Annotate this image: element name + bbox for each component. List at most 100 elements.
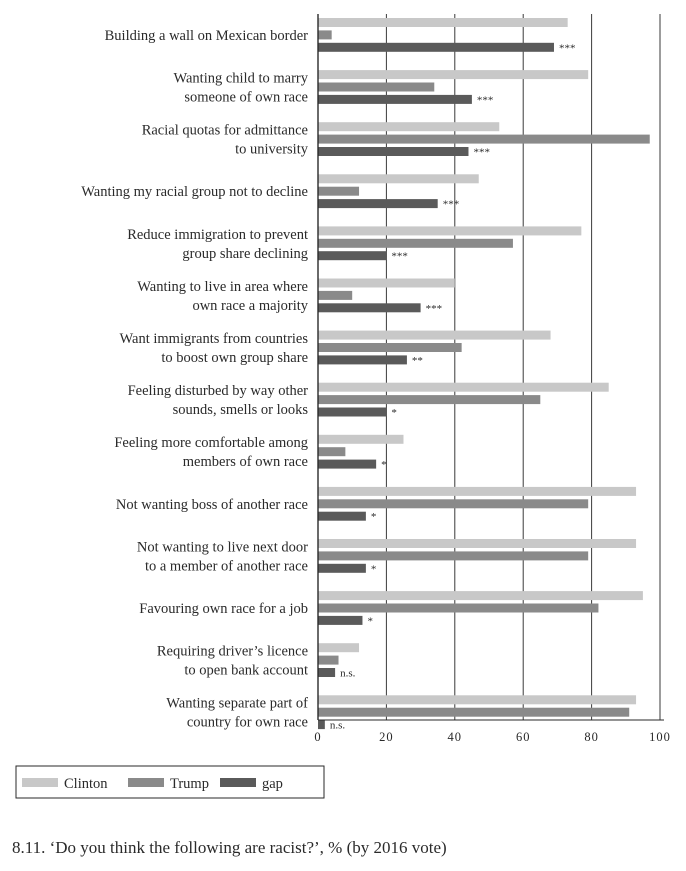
bar-trump bbox=[318, 238, 513, 248]
category-labels: Building a wall on Mexican border Wanting… bbox=[81, 28, 309, 731]
legend-swatch-clinton bbox=[22, 778, 58, 787]
category-label: to boost own group share bbox=[161, 350, 308, 366]
bar-trump bbox=[318, 551, 589, 561]
category-label: Feeling disturbed by way other bbox=[128, 383, 309, 399]
bar-trump bbox=[318, 655, 339, 665]
bar-clinton bbox=[318, 695, 637, 705]
chart: *************************n.s.n.s. Buildi… bbox=[15, 14, 671, 799]
category-label: Wanting child to marry bbox=[173, 71, 308, 87]
bar-gap bbox=[318, 251, 387, 261]
category-label: Building a wall on Mexican border bbox=[105, 28, 309, 44]
category-label: Wanting to live in area where bbox=[137, 279, 308, 295]
bar-gap bbox=[318, 668, 336, 677]
category-label: someone of own race bbox=[184, 90, 308, 106]
category-label: Not wanting to live next door bbox=[137, 539, 308, 555]
bar-clinton bbox=[318, 486, 637, 496]
legend-label-trump: Trump bbox=[170, 776, 209, 792]
x-tick-label: 100 bbox=[649, 730, 671, 744]
bars: *************************n.s.n.s. bbox=[318, 18, 650, 732]
bar-gap bbox=[318, 459, 377, 469]
legend-swatch-gap bbox=[220, 778, 256, 787]
category-label: Racial quotas for admittance bbox=[142, 123, 308, 139]
bar-clinton bbox=[318, 643, 360, 653]
bar-trump bbox=[318, 343, 462, 352]
bar-clinton bbox=[318, 174, 479, 184]
bar-trump bbox=[318, 290, 353, 300]
bar-clinton bbox=[318, 434, 404, 444]
legend-swatch-trump bbox=[128, 778, 164, 787]
category-label: Favouring own race for a job bbox=[139, 601, 308, 617]
bar-trump bbox=[318, 447, 346, 457]
x-tick-label: 40 bbox=[448, 730, 463, 744]
bar-gap bbox=[318, 42, 554, 52]
significance-label: *** bbox=[443, 199, 460, 211]
category-label: Requiring driver’s licence bbox=[157, 644, 308, 660]
bar-trump bbox=[318, 186, 360, 196]
category-label: Wanting separate part of bbox=[166, 696, 308, 712]
gridlines bbox=[385, 14, 661, 720]
bar-clinton bbox=[318, 330, 551, 340]
significance-label: *** bbox=[426, 303, 443, 315]
x-tick-label: 60 bbox=[516, 730, 531, 744]
significance-label: * bbox=[371, 511, 377, 523]
category-label: own race a majority bbox=[192, 298, 308, 314]
bar-clinton bbox=[318, 226, 582, 236]
bar-clinton bbox=[318, 539, 637, 548]
bar-clinton bbox=[318, 591, 643, 601]
significance-label: n.s. bbox=[340, 668, 356, 680]
bar-gap bbox=[318, 563, 366, 573]
significance-label: * bbox=[381, 459, 387, 471]
bar-gap bbox=[318, 407, 387, 417]
bar-trump bbox=[318, 603, 599, 613]
bar-trump bbox=[318, 30, 332, 40]
category-label: country for own race bbox=[187, 715, 308, 731]
bar-trump bbox=[318, 82, 435, 92]
bar-trump bbox=[318, 707, 630, 717]
category-label: Want immigrants from countries bbox=[120, 331, 309, 347]
legend-label-clinton: Clinton bbox=[64, 776, 108, 792]
x-tick-label: 0 bbox=[314, 730, 321, 744]
x-tick-label: 20 bbox=[379, 730, 394, 744]
x-tick-label: 80 bbox=[584, 730, 599, 744]
significance-label: ** bbox=[412, 355, 423, 367]
category-label: members of own race bbox=[183, 454, 308, 470]
category-label: to university bbox=[235, 142, 309, 158]
category-label: Not wanting boss of another race bbox=[116, 497, 308, 513]
bar-gap bbox=[318, 199, 438, 209]
significance-label: *** bbox=[477, 94, 494, 106]
bar-gap bbox=[318, 147, 469, 156]
category-label: sounds, smells or looks bbox=[173, 402, 309, 418]
category-label: to a member of another race bbox=[145, 558, 308, 574]
bar-gap bbox=[318, 720, 325, 730]
significance-label: * bbox=[371, 563, 377, 575]
category-label: Reduce immigration to prevent bbox=[127, 227, 308, 243]
significance-label: * bbox=[367, 615, 373, 627]
bar-clinton bbox=[318, 278, 455, 288]
significance-label: n.s. bbox=[330, 720, 346, 732]
legend: Clinton Trump gap bbox=[15, 765, 325, 799]
category-label: to open bank account bbox=[184, 663, 308, 679]
bar-trump bbox=[318, 134, 650, 144]
significance-label: *** bbox=[391, 251, 408, 263]
figure-caption: 8.11. ‘Do you think the following are ra… bbox=[12, 838, 447, 857]
significance-label: *** bbox=[473, 147, 490, 159]
bar-trump bbox=[318, 395, 541, 405]
legend-frame bbox=[15, 765, 325, 799]
bar-gap bbox=[318, 303, 421, 313]
bar-clinton bbox=[318, 18, 568, 27]
category-label: Feeling more comfortable among bbox=[114, 435, 308, 451]
bar-gap bbox=[318, 94, 472, 104]
tick-labels: 0 20 40 60 80 100 bbox=[314, 730, 671, 744]
bar-clinton bbox=[318, 382, 609, 392]
legend-label-gap: gap bbox=[262, 776, 283, 792]
bar-gap bbox=[318, 615, 363, 625]
significance-label: *** bbox=[559, 42, 576, 54]
category-label: Wanting my racial group not to decline bbox=[81, 184, 308, 200]
category-label: group share declining bbox=[182, 246, 308, 262]
bar-gap bbox=[318, 511, 366, 521]
bar-clinton bbox=[318, 122, 500, 132]
bar-trump bbox=[318, 499, 589, 509]
significance-label: * bbox=[391, 407, 397, 419]
bar-gap bbox=[318, 355, 407, 365]
axes bbox=[317, 14, 664, 721]
